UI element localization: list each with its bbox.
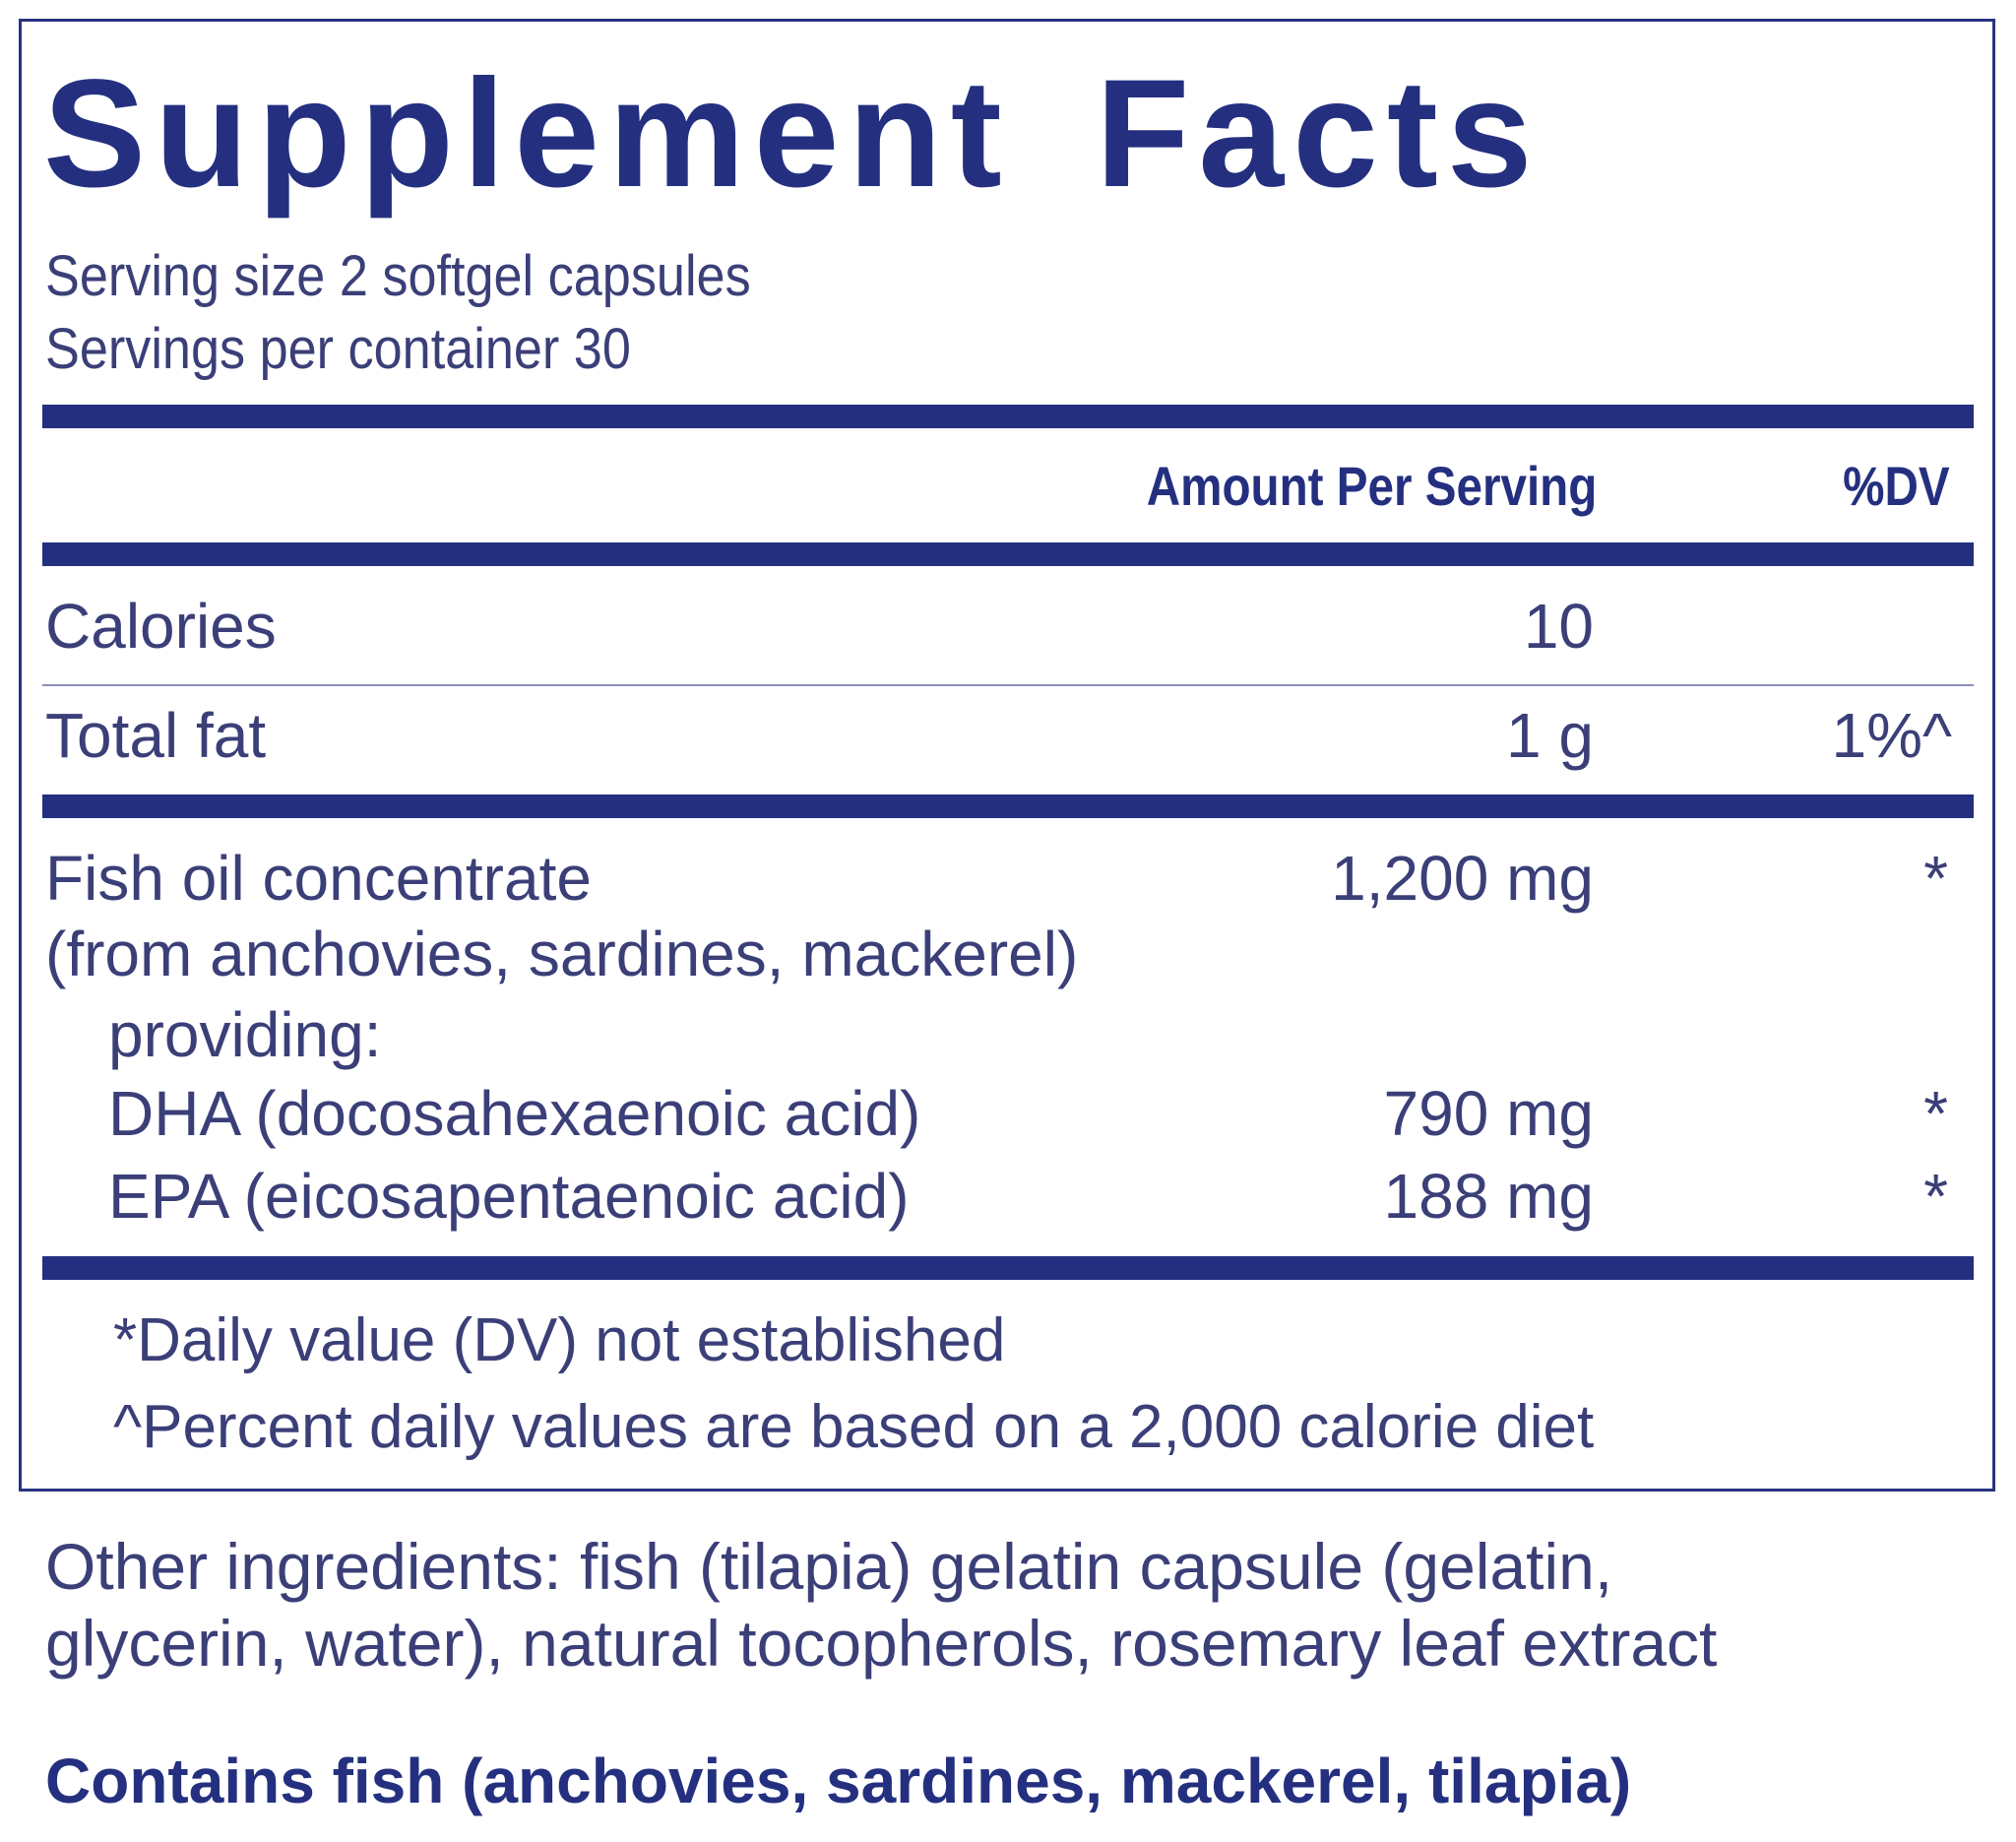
divider-bar [42, 794, 1974, 818]
row-name-calories: Calories [45, 591, 277, 662]
row-providing: providing: [108, 999, 382, 1070]
row-dv-epa: * [1923, 1161, 1948, 1232]
row-dv-fish-oil: * [1923, 843, 1948, 914]
row-amount-dha: 790 mg [1383, 1078, 1594, 1149]
row-amount-fish-oil: 1,200 mg [1331, 843, 1594, 914]
row-name-epa: EPA (eicosapentaenoic acid) [108, 1161, 910, 1232]
serving-size: Serving size 2 softgel capsules [45, 244, 751, 308]
row-name-fish-oil: Fish oil concentrate [45, 843, 592, 914]
row-name-total-fat: Total fat [45, 700, 267, 771]
supplement-facts-panel [19, 19, 1995, 1492]
row-amount-epa: 188 mg [1383, 1161, 1594, 1232]
row-dv-total-fat: 1%^ [1831, 700, 1952, 771]
other-ingredients-line-2: glycerin, water), natural tocopherols, r… [45, 1607, 1718, 1680]
footnote-dv: *Daily value (DV) not established [113, 1306, 1006, 1374]
divider-bar [42, 542, 1974, 566]
panel-title: Supplement Facts [43, 48, 1542, 220]
divider-line [42, 684, 1974, 686]
amount-per-serving-header: Amount Per Serving [1146, 455, 1597, 517]
footnote-percent: ^Percent daily values are based on a 2,0… [113, 1393, 1595, 1461]
servings-per-container: Servings per container 30 [45, 317, 631, 381]
row-name-dha: DHA (docosahexaenoic acid) [108, 1078, 921, 1149]
row-dv-dha: * [1923, 1078, 1948, 1149]
row-fish-oil-source: (from anchovies, sardines, mackerel) [45, 919, 1079, 989]
row-amount-calories: 10 [1523, 591, 1594, 662]
divider-bar [42, 1256, 1974, 1280]
dv-header: %DV [1843, 455, 1950, 517]
other-ingredients-line-1: Other ingredients: fish (tilapia) gelati… [45, 1530, 1613, 1603]
allergen-statement: Contains fish (anchovies, sardines, mack… [45, 1746, 1632, 1816]
divider-bar [42, 405, 1974, 428]
row-amount-total-fat: 1 g [1506, 700, 1594, 771]
